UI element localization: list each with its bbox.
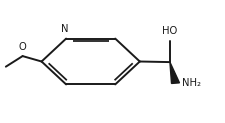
Polygon shape <box>169 62 179 83</box>
Text: NH₂: NH₂ <box>181 78 200 88</box>
Text: N: N <box>61 23 68 34</box>
Text: HO: HO <box>162 26 177 37</box>
Text: O: O <box>19 42 26 52</box>
